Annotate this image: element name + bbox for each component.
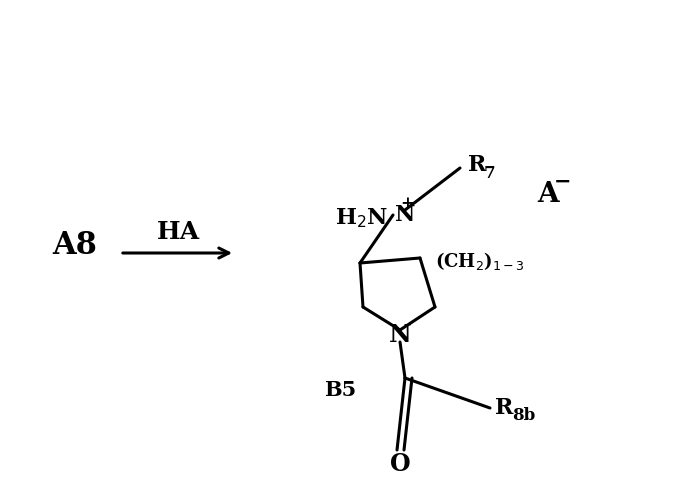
Text: 8b: 8b (512, 407, 536, 425)
Text: R: R (495, 397, 513, 419)
Text: O: O (390, 452, 410, 476)
Text: N: N (389, 323, 412, 347)
Text: HA: HA (156, 220, 199, 244)
Text: R: R (468, 154, 486, 176)
Text: B5: B5 (324, 380, 356, 400)
Text: A: A (537, 182, 559, 209)
Text: −: − (554, 172, 572, 192)
Text: (CH$_2$)$_{1-3}$: (CH$_2$)$_{1-3}$ (435, 250, 525, 272)
Text: A8: A8 (52, 229, 97, 260)
Text: H$_2$N: H$_2$N (335, 206, 388, 230)
Text: N: N (395, 204, 415, 226)
Text: 7: 7 (484, 165, 496, 183)
Text: +: + (400, 194, 414, 212)
